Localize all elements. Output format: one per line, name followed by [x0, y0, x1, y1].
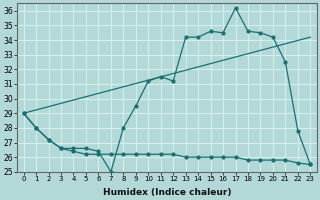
X-axis label: Humidex (Indice chaleur): Humidex (Indice chaleur) [103, 188, 231, 197]
